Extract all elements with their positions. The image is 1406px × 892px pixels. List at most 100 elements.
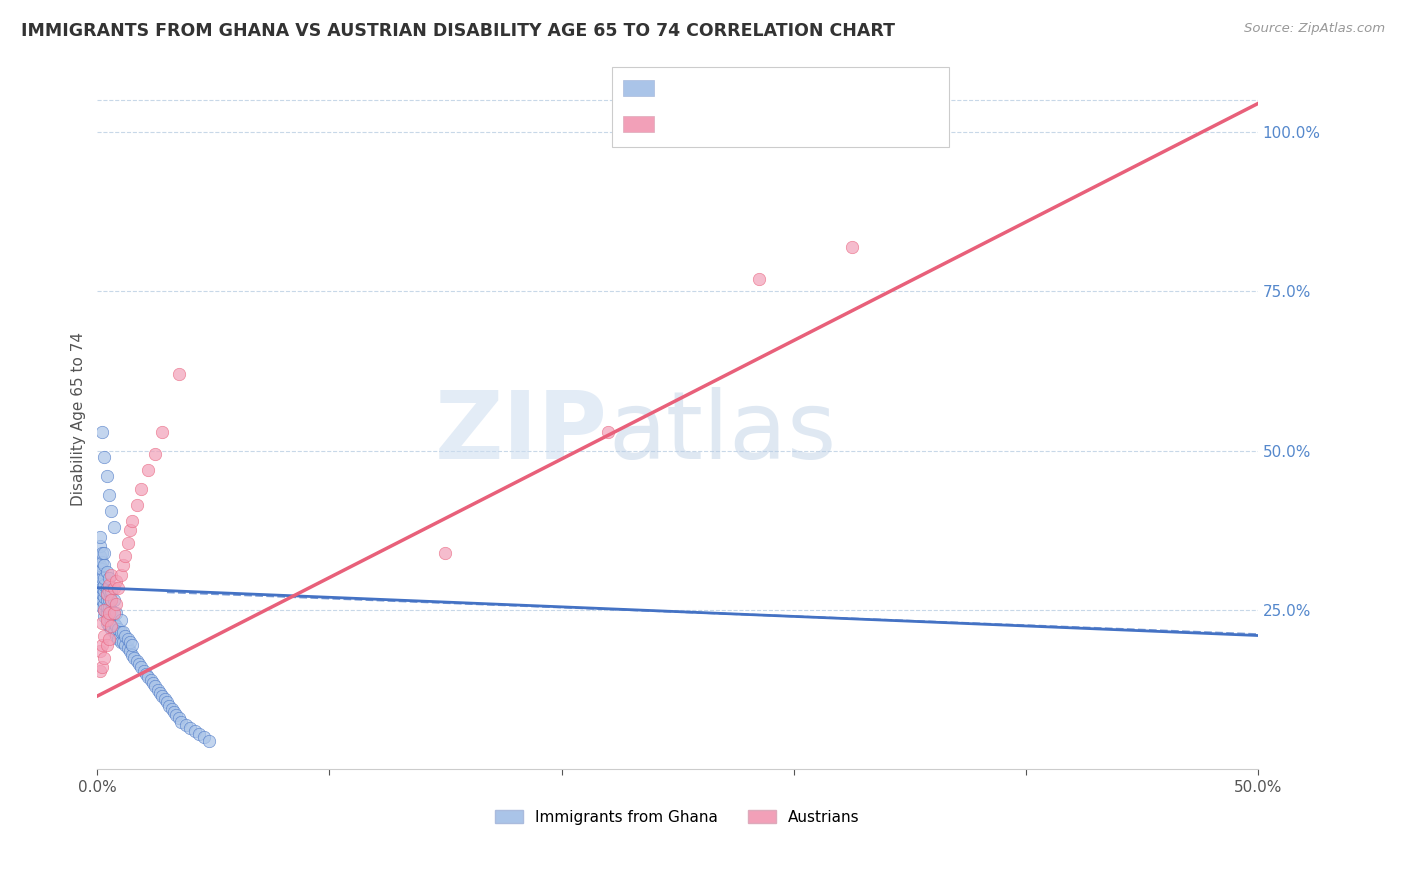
Point [96,565,118,579]
Point [139,673,162,687]
Point [121,638,143,652]
Point [165,708,187,723]
Point [111,558,134,573]
Point [167,368,190,382]
Point [89,539,111,553]
Point [841,240,863,254]
Legend: Immigrants from Ghana, Austrians: Immigrants from Ghana, Austrians [495,810,860,825]
Point [103,615,125,630]
Point [93,450,115,464]
Point [135,666,157,681]
Text: ZIP: ZIP [434,387,607,479]
Text: 39: 39 [797,119,818,134]
Point [96,613,118,627]
Text: Source: ZipAtlas.com: Source: ZipAtlas.com [1244,22,1385,36]
Point [103,606,125,620]
Point [197,733,219,747]
Point [93,628,115,642]
Text: 0.794: 0.794 [696,119,744,134]
Point [110,625,132,640]
Point [100,504,122,518]
Point [100,583,122,598]
Point [93,546,115,560]
Point [96,606,118,620]
Point [104,619,127,633]
Point [97,609,120,624]
Point [167,711,190,725]
Point [145,447,167,461]
Point [110,613,132,627]
Point [150,425,173,439]
Point [91,593,114,607]
Point [91,425,114,439]
Point [163,705,186,719]
Point [91,615,114,630]
Point [114,628,136,642]
Point [145,680,167,694]
Point [89,530,111,544]
Point [117,632,139,646]
Text: 93: 93 [797,83,818,98]
Point [93,597,115,611]
Point [104,606,127,620]
Point [91,638,114,652]
Point [104,574,127,589]
Point [132,664,155,678]
Point [100,568,122,582]
Point [193,731,215,745]
Point [100,593,122,607]
Point [150,689,173,703]
Text: N =: N = [763,119,797,134]
Point [596,425,619,439]
Point [110,568,132,582]
Point [96,593,118,607]
Point [121,648,143,662]
Point [107,622,129,636]
Point [157,698,180,713]
Point [114,549,136,563]
Point [149,686,172,700]
Point [93,577,115,591]
Point [748,272,770,286]
Point [97,593,120,607]
Point [160,702,183,716]
Point [96,615,118,630]
Text: N =: N = [763,83,797,98]
Point [107,581,129,595]
Point [103,625,125,640]
Point [104,597,127,611]
Point [125,498,148,512]
Point [117,536,139,550]
Point [142,676,165,690]
Point [93,591,115,605]
Point [138,670,160,684]
Point [97,488,120,502]
Point [97,599,120,614]
Point [93,571,115,585]
Point [184,724,207,739]
Point [118,524,141,538]
Y-axis label: Disability Age 65 to 74: Disability Age 65 to 74 [72,332,86,506]
Point [96,587,118,601]
Point [170,714,193,729]
Point [89,644,111,658]
Point [107,632,129,646]
Point [89,591,111,605]
Point [89,574,111,589]
Point [91,587,114,601]
Point [138,463,160,477]
Point [118,635,141,649]
Point [96,638,118,652]
Point [179,721,201,735]
Point [91,571,114,585]
Text: -0.070: -0.070 [696,83,751,98]
Point [100,593,122,607]
Point [91,581,114,595]
Point [97,571,120,585]
Point [104,628,127,642]
Point [110,635,132,649]
Point [128,657,150,672]
Point [91,561,114,575]
Point [100,603,122,617]
Point [89,568,111,582]
